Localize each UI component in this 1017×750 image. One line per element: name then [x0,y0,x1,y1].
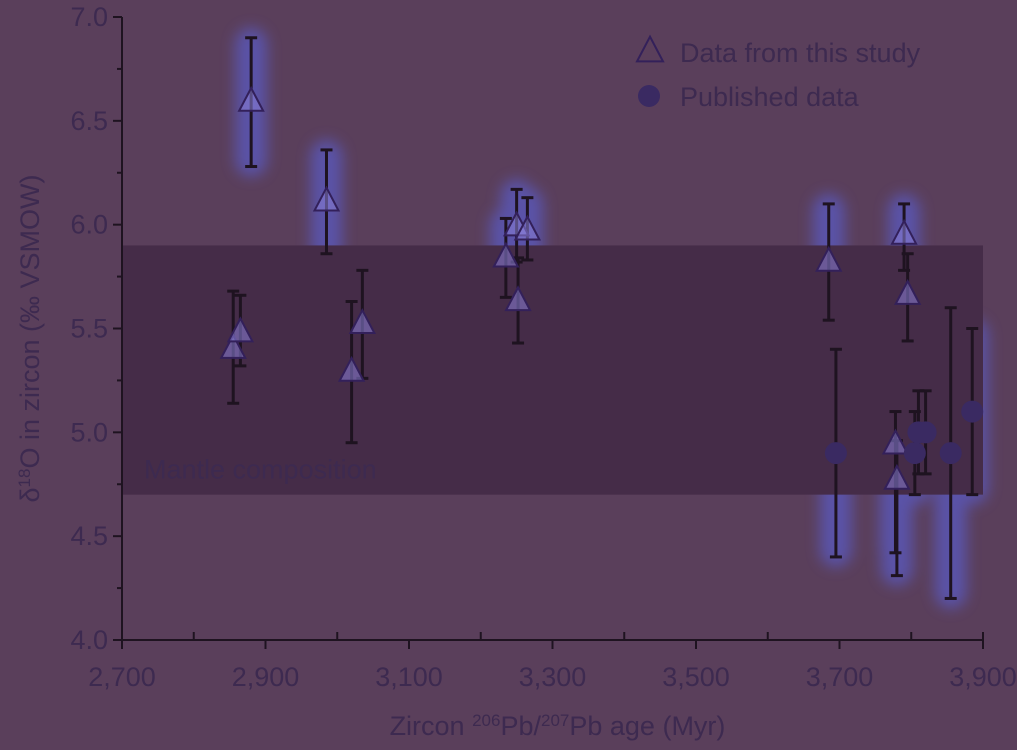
x-tick-label-0: 2,700 [88,662,156,692]
y-axis-label: δ18O in zircon (‰ VSMOW) [15,175,46,503]
triangle-point-2 [237,85,265,112]
axes: 4.0 4.5 5.0 5.5 6.0 6.5 7.0 2,700 2,900 3,100 3,30… [70,2,1016,692]
triangle-point-13 [890,218,918,245]
x-tick-label-5: 3,700 [806,662,874,692]
triangle-point-8 [504,285,532,312]
x-tick-label-4: 3,500 [662,662,730,692]
triangle-point-6 [492,241,520,268]
data-markers [219,85,984,490]
circle-point-4 [939,442,962,465]
circle-point-3 [914,421,937,444]
y-tick-label-2: 5.0 [70,417,108,447]
triangle-point-12 [883,463,911,490]
circle-point-5 [961,400,984,423]
x-tick-label-3: 3,300 [519,662,587,692]
triangle-point-0 [219,332,247,359]
triangle-point-14 [894,278,922,305]
x-tick-label-6: 3,900 [949,662,1017,692]
legend-label-published: Published data [680,82,860,112]
triangle-point-5 [348,308,377,335]
legend-label-study: Data from this study [680,38,921,68]
triangle-point-3 [312,185,341,212]
circle-point-0 [824,442,847,465]
mantle-composition-label: Mantle composition [144,455,377,485]
y-tick-label-1: 4.5 [70,521,108,551]
x-axis-label: Zircon 206Pb/207Pb age (Myr) [390,711,726,742]
x-tick-label-1: 2,900 [232,662,300,692]
y-tick-label-6: 7.0 [70,2,108,32]
triangle-point-1 [226,316,255,343]
y-tick-label-0: 4.0 [70,625,108,655]
y-tick-label-4: 6.0 [70,210,108,240]
triangle-point-4 [337,355,366,382]
x-tick-label-2: 3,100 [375,662,443,692]
legend: Data from this study Published data [635,34,921,112]
mantle-band-layer: Mantle composition [122,245,983,495]
y-tick-label-3: 5.5 [70,314,108,344]
triangle-point-11 [881,428,910,455]
legend-triangle-marker [635,34,665,63]
legend-circle-marker [638,85,660,107]
y-tick-label-5: 6.5 [70,106,108,136]
circle-point-1 [903,442,926,465]
triangle-point-9 [513,214,542,241]
triangle-point-10 [815,245,843,272]
